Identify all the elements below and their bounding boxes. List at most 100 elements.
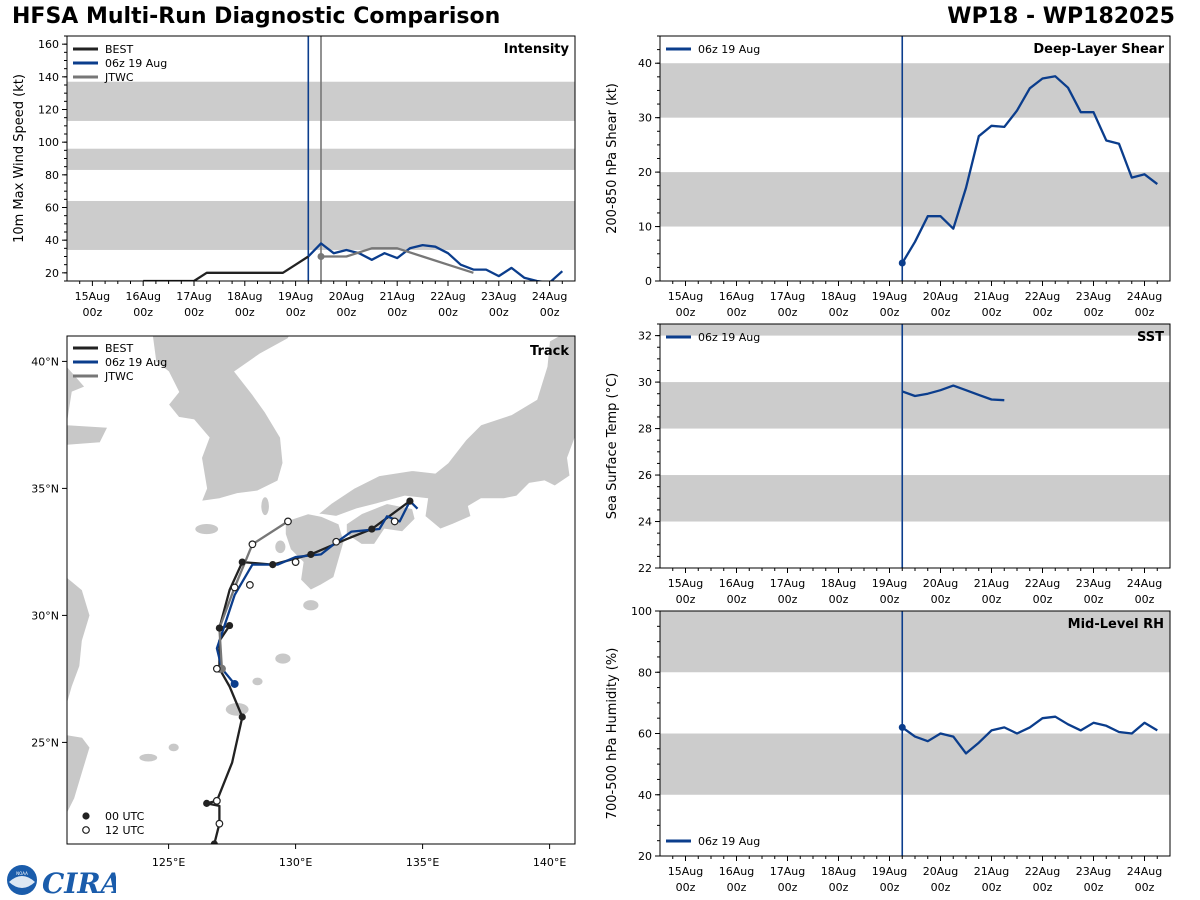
noaa-seal-text: NOAA (16, 871, 28, 876)
legend-label: 06z 19 Aug (698, 331, 760, 344)
panel-track: 125°E 130°E 135°E 140°E 25°N 30°N 35°N 40°N Trac… (31, 335, 576, 869)
y-tick-label: 60 (638, 728, 652, 741)
x-tick-hour: 00z (1084, 881, 1104, 894)
series-line-06z-19-aug (307, 242, 564, 281)
x-tick-day: 17Aug (176, 290, 211, 303)
y-tick-label: 0 (645, 275, 652, 288)
y-tick-label: 24 (638, 516, 652, 529)
land-island (168, 743, 179, 752)
panel-title: Deep-Layer Shear (1033, 42, 1164, 57)
x-tick-hour: 00z (1033, 593, 1053, 606)
land-island (225, 703, 249, 716)
track-marker-12utc (245, 581, 254, 589)
series-line-06z-19-aug (901, 715, 1158, 755)
lat-tick-label: 25°N (31, 736, 59, 749)
x-tick-hour: 00z (337, 306, 357, 319)
lat-tick-label: 30°N (31, 609, 59, 622)
x-tick-day: 15Aug (75, 290, 110, 303)
x-tick-day: 23Aug (1076, 865, 1111, 878)
y-tick-label: 160 (38, 38, 59, 51)
land-island (252, 677, 263, 686)
x-tick-hour: 00z (982, 881, 1002, 894)
shaded-band (660, 324, 1170, 336)
x-tick-day: 20Aug (923, 577, 958, 590)
shaded-band (660, 475, 1170, 522)
x-tick-hour: 00z (235, 306, 255, 319)
y-tick-label: 32 (638, 330, 652, 343)
y-tick-label: 100 (38, 136, 59, 149)
y-tick-label: 20 (638, 166, 652, 179)
cira-wordmark: CIRA (42, 867, 116, 898)
x-tick-hour: 00z (880, 306, 900, 319)
y-axis-label: Sea Surface Temp (°C) (605, 373, 620, 520)
track-marker-00utc (269, 561, 277, 569)
lon-tick-label: 130°E (279, 856, 312, 869)
land-island (303, 600, 319, 611)
y-tick-label: 26 (638, 469, 652, 482)
lon-tick-label: 125°E (152, 856, 185, 869)
x-tick-hour: 00z (829, 306, 849, 319)
y-tick-label: 60 (45, 202, 59, 215)
y-tick-label: 20 (45, 267, 59, 280)
track-marker-12utc (212, 796, 221, 805)
x-tick-day: 24Aug (1127, 290, 1162, 303)
series-line-06z-19-aug (901, 384, 1005, 402)
x-tick-day: 20Aug (923, 290, 958, 303)
y-tick-label: 120 (38, 104, 59, 117)
y-axis-label: 200-850 hPa Shear (kt) (605, 83, 620, 234)
x-tick-day: 22Aug (430, 290, 465, 303)
track-marker-12utc (390, 517, 399, 526)
x-tick-day: 18Aug (227, 290, 262, 303)
track-marker-12utc (284, 517, 292, 526)
x-tick-hour: 00z (727, 881, 747, 894)
panel-title: SST (1137, 330, 1164, 345)
track-marker-12utc (212, 664, 221, 673)
shaded-band (660, 733, 1170, 795)
land-island (195, 523, 219, 535)
x-tick-hour: 00z (829, 881, 849, 894)
shaded-band (660, 63, 1170, 118)
x-tick-day: 16Aug (719, 290, 754, 303)
track-marker-00utc (406, 497, 414, 505)
legend-label: 06z 19 Aug (105, 57, 167, 70)
x-tick-hour: 00z (778, 593, 798, 606)
track-marker-12utc (230, 583, 239, 592)
shaded-band (660, 172, 1170, 227)
track-marker-12utc (248, 540, 257, 549)
track-marker-00utc (210, 840, 218, 844)
panel-title: Intensity (504, 42, 570, 57)
x-tick-day: 18Aug (821, 865, 856, 878)
y-tick-label: 30 (638, 376, 652, 389)
track-marker-run-start (230, 679, 239, 688)
legend-label: 06z 19 Aug (698, 835, 760, 848)
lat-tick-label: 40°N (31, 355, 59, 368)
x-tick-hour: 00z (540, 306, 560, 319)
land-taiwan (67, 734, 91, 814)
x-tick-hour: 00z (387, 306, 407, 319)
x-tick-day: 16Aug (125, 290, 160, 303)
series-line-jtwc (321, 247, 474, 274)
x-tick-day: 18Aug (821, 290, 856, 303)
x-tick-day: 24Aug (532, 290, 567, 303)
panel-rh: 20 40 60 80 100 15Aug 00z 16Aug 00z 17Aug 00z 18Aug… (605, 605, 1171, 894)
y-tick-label: 10 (638, 221, 652, 234)
series-line-best (143, 255, 309, 281)
legend-label: BEST (105, 43, 133, 56)
x-tick-hour: 00z (931, 881, 951, 894)
land-island (261, 497, 269, 516)
x-tick-hour: 00z (727, 306, 747, 319)
legend-label: 12 UTC (105, 824, 145, 837)
land-china-coast (67, 576, 91, 705)
x-tick-day: 23Aug (1076, 290, 1111, 303)
y-tick-label: 40 (45, 234, 59, 247)
x-tick-hour: 00z (880, 593, 900, 606)
y-tick-label: 100 (631, 605, 652, 618)
y-tick-label: 22 (638, 562, 652, 575)
panel-sst: 22 24 26 28 30 32 15Aug 00z 16Aug 00z 17Aug 00z 18Au… (605, 323, 1171, 606)
panel-intensity: 20 40 60 80 100 120 140 160 15Aug 00z 16Aug 00z 17Au… (12, 35, 576, 319)
land-island (275, 653, 291, 664)
x-tick-day: 19Aug (872, 865, 907, 878)
lon-tick-label: 140°E (533, 856, 566, 869)
x-tick-day: 23Aug (481, 290, 516, 303)
panel-shear: 0 10 20 30 40 15Aug 00z 16Aug 00z 17Aug 00z 18Aug 00… (605, 35, 1171, 319)
